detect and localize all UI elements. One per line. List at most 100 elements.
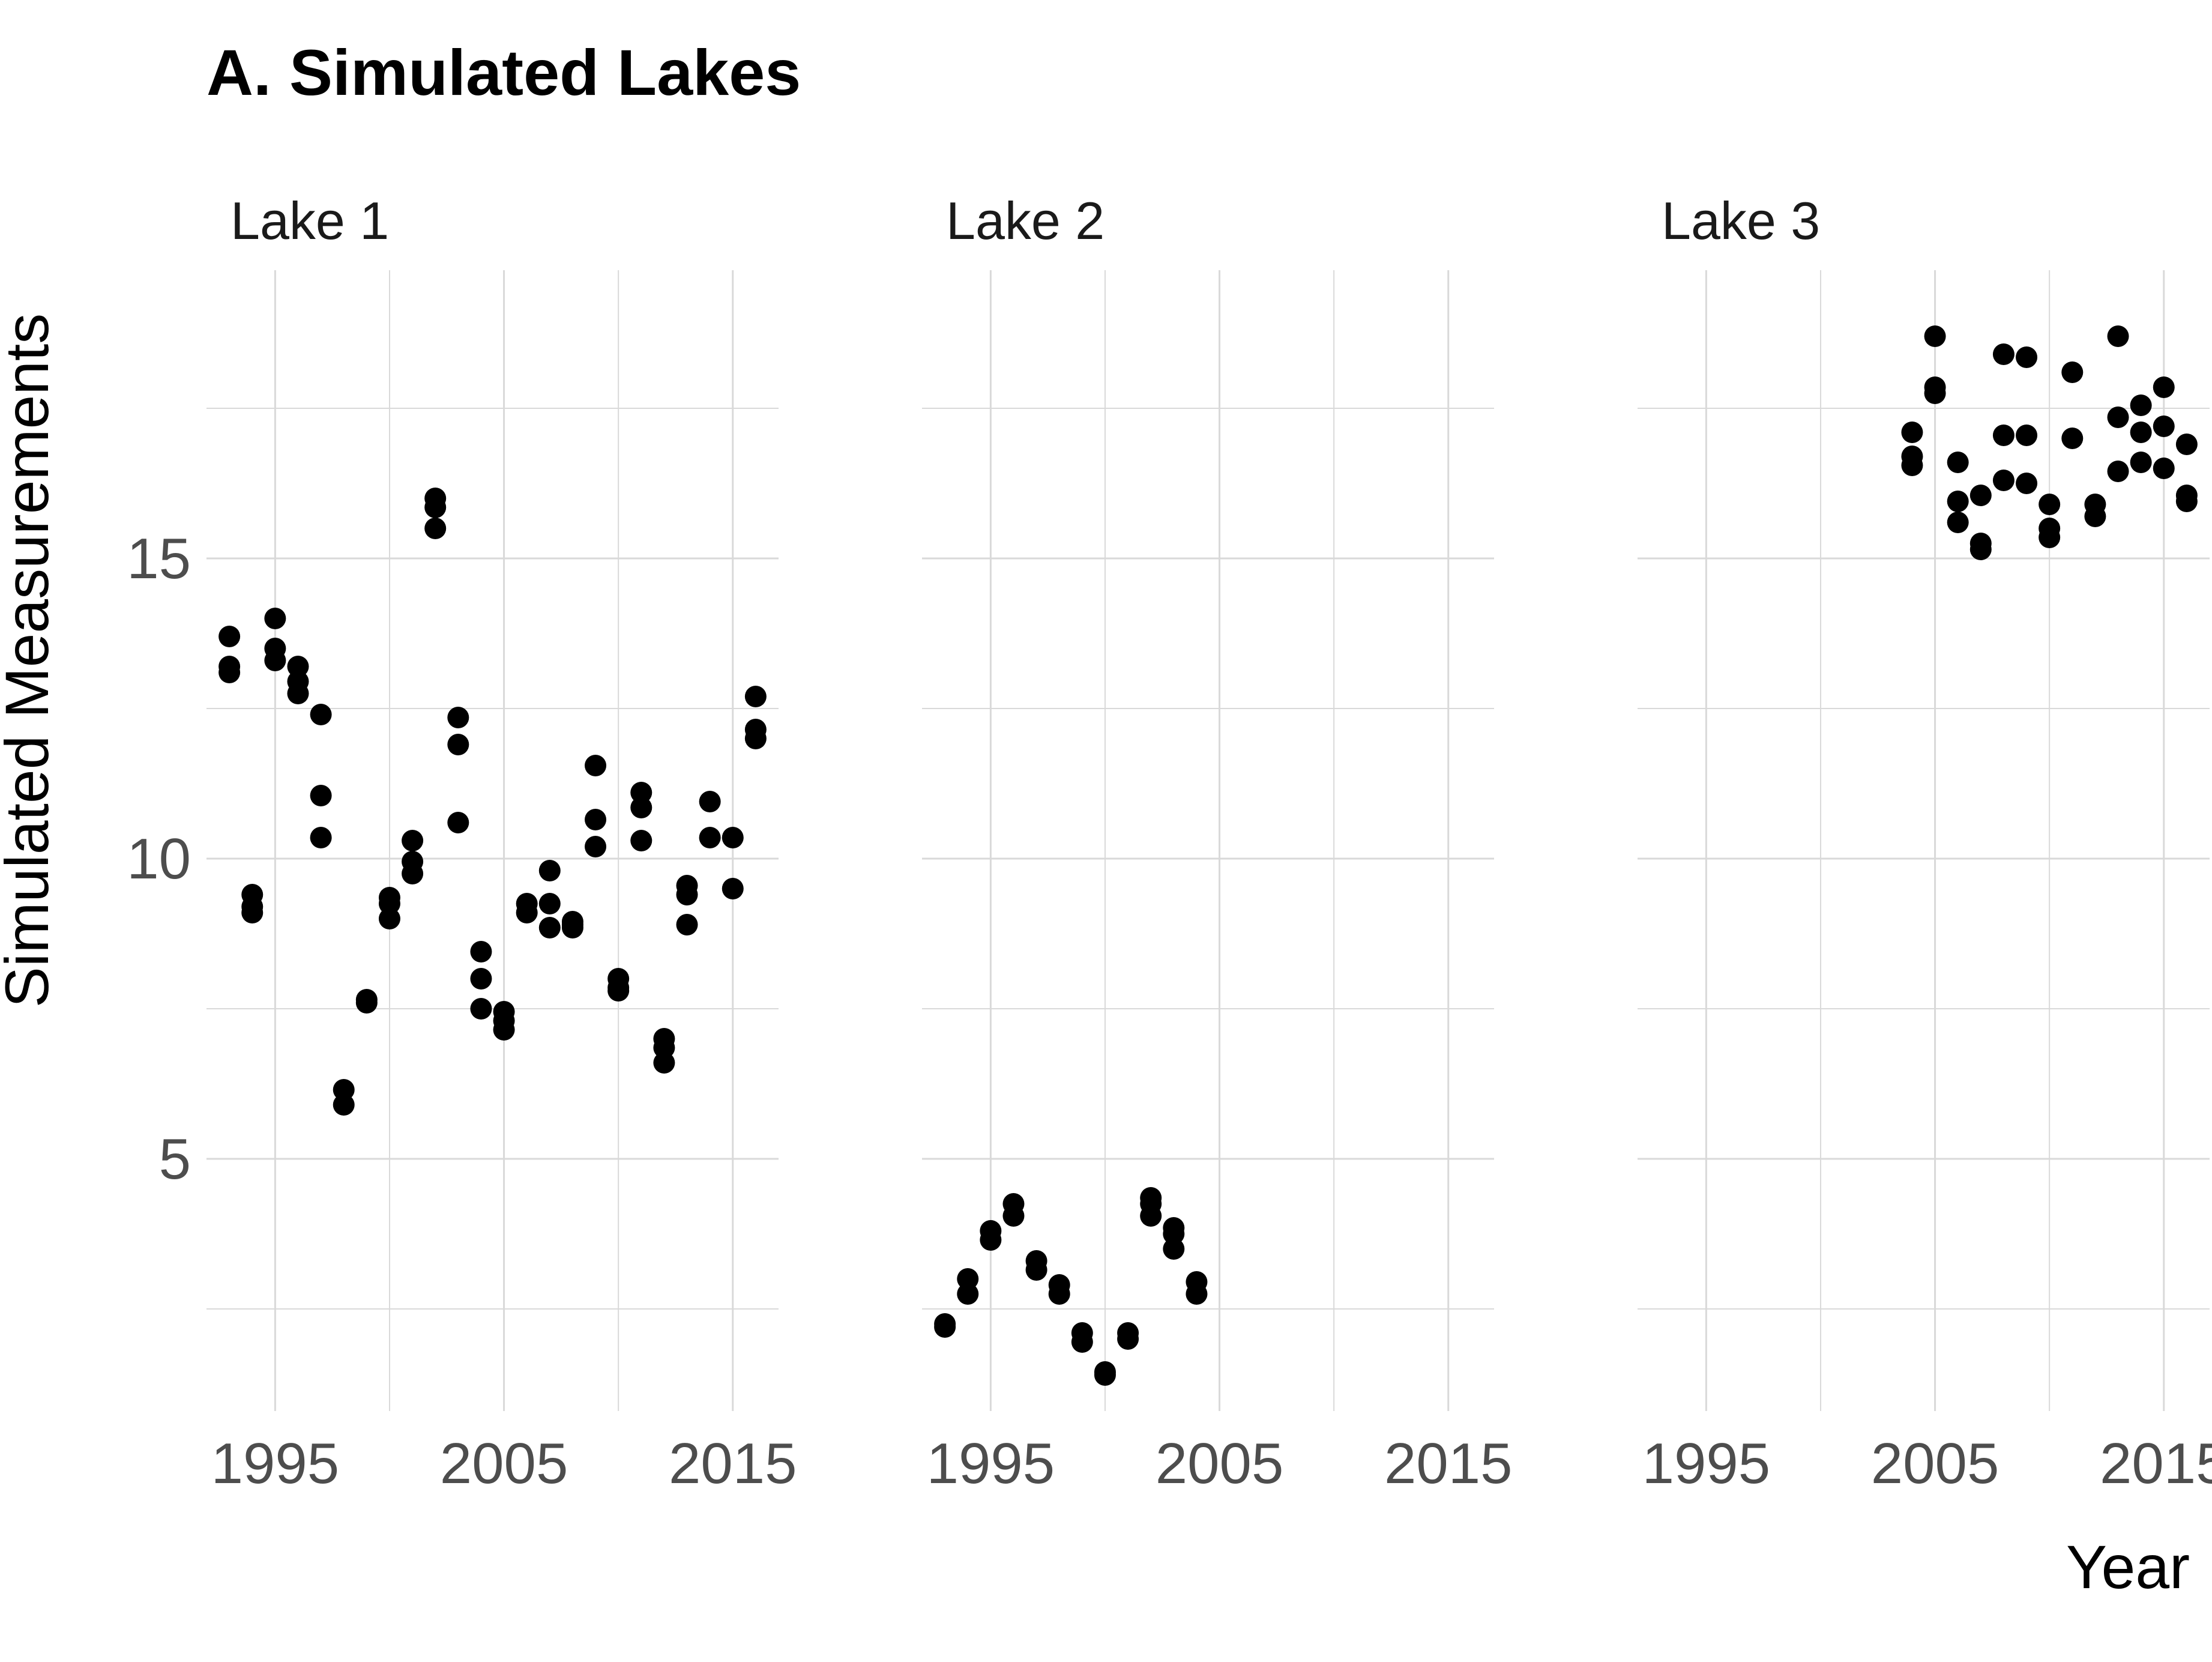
data-point (980, 1229, 1002, 1251)
data-point (1901, 455, 1923, 476)
data-point (333, 1079, 355, 1101)
data-point (424, 518, 447, 539)
x-tick-label: 1995 (927, 1431, 1055, 1496)
data-point (2084, 506, 2106, 527)
facet-strip-label: Lake 2 (946, 191, 1104, 250)
data-point (676, 884, 698, 905)
y-tick-label: 5 (159, 1127, 191, 1191)
data-point (1992, 470, 2015, 491)
y-tick-label: 10 (127, 827, 191, 891)
data-point (699, 827, 721, 848)
data-point (2061, 361, 2084, 383)
facet-strip-label: Lake 3 (1662, 191, 1820, 250)
data-point (585, 809, 607, 830)
data-point (2107, 406, 2129, 428)
data-point (402, 830, 424, 851)
data-point (630, 782, 652, 803)
data-point (310, 704, 332, 725)
data-point (287, 656, 309, 677)
data-point (653, 1052, 675, 1074)
data-point (310, 785, 332, 806)
data-point (1186, 1283, 1208, 1305)
data-point (1947, 512, 1969, 533)
data-point (1071, 1331, 1093, 1353)
data-point (957, 1283, 979, 1305)
data-point (1117, 1328, 1139, 1350)
data-point (1924, 325, 1946, 347)
data-point (1025, 1259, 1047, 1281)
data-point (2016, 346, 2038, 368)
data-point (538, 860, 561, 881)
data-point (1094, 1364, 1116, 1386)
data-point (538, 893, 561, 914)
data-point (470, 941, 492, 962)
data-point (218, 626, 241, 647)
data-point (1924, 382, 1946, 404)
data-point (585, 755, 607, 776)
x-tick-label: 2005 (1156, 1431, 1284, 1496)
data-point (1140, 1205, 1162, 1227)
data-point (241, 902, 264, 923)
facet-strip-label: Lake 1 (231, 191, 389, 250)
data-point (676, 914, 698, 935)
data-point (1969, 539, 1992, 560)
data-point (2153, 376, 2175, 398)
x-axis-label: Year (2066, 1533, 2190, 1601)
data-point (2039, 527, 2061, 548)
data-point (561, 917, 583, 938)
data-point (310, 827, 332, 848)
data-point (630, 797, 652, 818)
data-point (516, 902, 538, 923)
facet-panel: 1995 2005 2015 Lake 2 (922, 191, 1513, 1496)
data-point (1947, 491, 1969, 512)
chart-title: A. Simulated Lakes (206, 36, 801, 109)
data-point (2107, 325, 2129, 347)
data-point (378, 908, 400, 929)
data-point (218, 662, 241, 683)
data-point (2175, 434, 2198, 455)
data-point (2130, 422, 2152, 443)
data-point (378, 893, 400, 914)
data-point (1002, 1205, 1025, 1227)
data-point (2130, 394, 2152, 416)
x-tick-label: 1995 (211, 1431, 340, 1496)
data-point (653, 1037, 675, 1059)
data-point (2130, 452, 2152, 473)
data-point (264, 608, 286, 629)
data-point (2107, 461, 2129, 482)
data-point (2016, 425, 2038, 446)
data-point (1992, 343, 2015, 365)
data-point (1992, 425, 2015, 446)
data-point (355, 992, 378, 1014)
data-point (470, 998, 492, 1020)
data-point (1163, 1238, 1185, 1260)
x-tick-label: 2015 (2100, 1431, 2212, 1496)
data-point (699, 791, 721, 812)
data-point (2039, 494, 2061, 515)
facet-panel: 1995 2005 2015 Lake 1 (206, 191, 797, 1496)
x-tick-label: 2005 (1871, 1431, 2000, 1496)
data-point (402, 863, 424, 884)
data-point (424, 497, 447, 518)
data-point (287, 683, 309, 704)
x-tick-label: 2015 (669, 1431, 797, 1496)
data-point (264, 650, 286, 671)
data-point (1048, 1283, 1070, 1305)
data-point (1947, 452, 1969, 473)
data-point (447, 707, 469, 728)
data-point (2016, 473, 2038, 494)
data-point (722, 827, 744, 848)
data-point (2061, 428, 2084, 449)
x-tick-label: 2015 (1384, 1431, 1513, 1496)
data-point (722, 878, 744, 899)
data-point (957, 1268, 979, 1290)
data-point (2153, 458, 2175, 479)
data-point (1901, 422, 1923, 443)
data-point (333, 1094, 355, 1116)
x-tick-label: 1995 (1642, 1431, 1771, 1496)
data-point (934, 1316, 956, 1338)
data-point (1969, 485, 1992, 506)
data-point (2153, 416, 2175, 437)
data-point (1163, 1223, 1185, 1245)
